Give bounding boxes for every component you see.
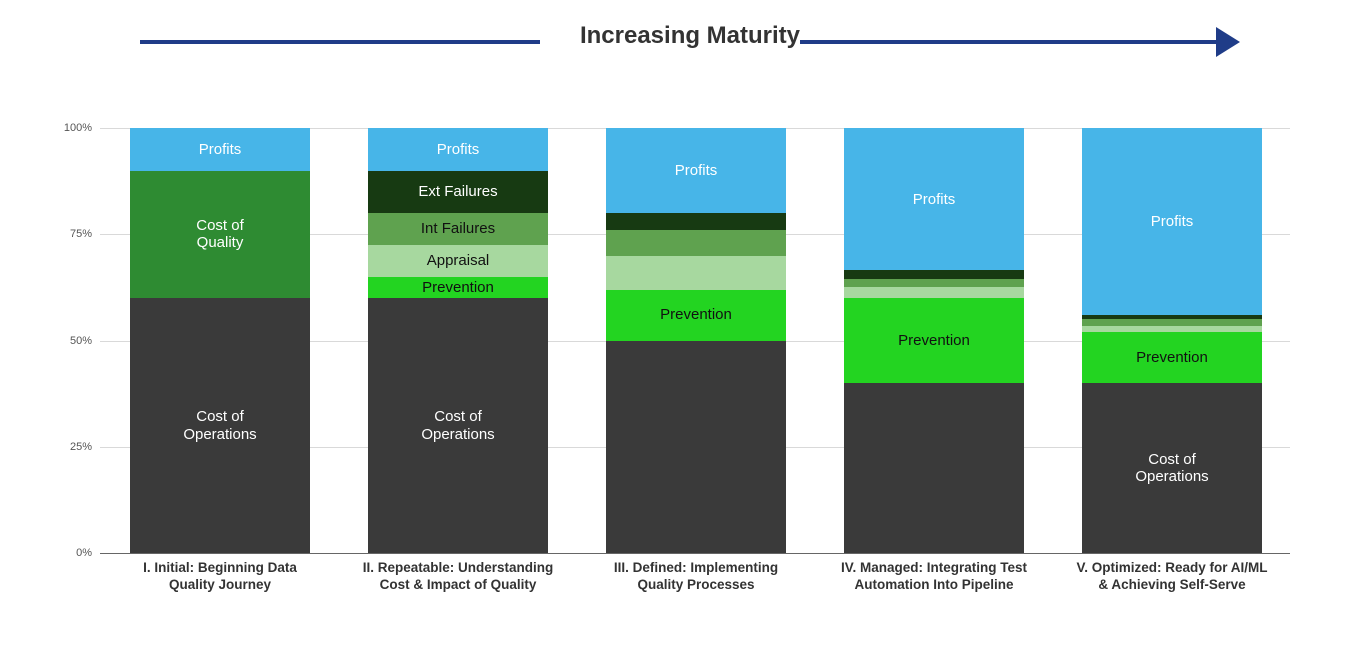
bar-managed: Prevention Profits	[844, 128, 1024, 553]
plot-area: Cost of Operations Cost of Quality Profits…	[100, 128, 1290, 553]
segment-label: Appraisal	[423, 252, 494, 269]
bar-initial: Cost of Operations Cost of Quality Profits	[130, 128, 310, 553]
segment-ops: Cost of Operations	[368, 298, 548, 553]
bar-stack: Cost of Operations Cost of Quality Profits	[130, 128, 310, 553]
segment-profits: Profits	[1082, 128, 1262, 315]
segment-label: Prevention	[656, 306, 736, 323]
segment-int_fail	[844, 279, 1024, 288]
maturity-header-title: Increasing Maturity	[140, 22, 1240, 50]
segment-int_fail	[606, 230, 786, 256]
bar-stack: Cost of Operations Prevention Appraisal Int…	[368, 128, 548, 553]
segment-profits: Profits	[606, 128, 786, 213]
segment-prevention: Prevention	[368, 277, 548, 298]
segment-label: Cost of Operations	[1131, 451, 1212, 486]
segment-ops: Cost of Operations	[1082, 383, 1262, 553]
ytick-label: 50%	[52, 335, 92, 347]
segment-profits: Profits	[368, 128, 548, 171]
bar-defined: Prevention Profits	[606, 128, 786, 553]
x-axis-baseline	[100, 553, 1290, 554]
segment-appraisal	[1082, 326, 1262, 332]
segment-ext_fail	[1082, 315, 1262, 319]
ytick-label: 75%	[52, 228, 92, 240]
segment-prevention: Prevention	[1082, 332, 1262, 383]
chart-container: Increasing Maturity Cost of OperationsCo…	[0, 0, 1360, 653]
segment-ext_fail	[606, 213, 786, 230]
bar-repeatable: Cost of Operations Prevention Appraisal Int…	[368, 128, 548, 553]
segment-label: Prevention	[1132, 349, 1212, 366]
segment-int_fail: Int Failures	[368, 213, 548, 245]
bar-stack: Prevention Profits	[606, 128, 786, 553]
segment-quality: Cost of Quality	[130, 171, 310, 299]
x-label-optimized: V. Optimized: Ready for AI/ML & Achievin…	[1053, 560, 1291, 594]
segment-profits: Profits	[130, 128, 310, 171]
segment-ext_fail	[844, 270, 1024, 279]
segment-label: Profits	[433, 141, 484, 158]
segment-int_fail	[1082, 319, 1262, 325]
ytick-label: 100%	[52, 122, 92, 134]
bar-optimized: Cost of Operations Prevention Profits	[1082, 128, 1262, 553]
ytick-label: 0%	[52, 547, 92, 559]
segment-ext_fail: Ext Failures	[368, 171, 548, 214]
segment-label: Cost of Quality	[192, 217, 248, 252]
bar-stack: Cost of Operations Prevention Profits	[1082, 128, 1262, 553]
segment-prevention: Prevention	[606, 290, 786, 341]
bar-stack: Prevention Profits	[844, 128, 1024, 553]
segment-label: Ext Failures	[414, 183, 501, 200]
segment-ops	[844, 383, 1024, 553]
segment-label: Profits	[671, 162, 722, 179]
x-label-repeatable: II. Repeatable: Understanding Cost & Imp…	[339, 560, 577, 594]
segment-ops: Cost of Operations	[130, 298, 310, 553]
segment-prevention: Prevention	[844, 298, 1024, 383]
arrow-line-right	[800, 40, 1216, 44]
arrow-head-icon	[1216, 27, 1240, 57]
segment-label: Prevention	[894, 332, 974, 349]
segment-ops	[606, 341, 786, 554]
stacked-bar-chart: Cost of Operations Cost of Quality Profits…	[100, 128, 1290, 553]
x-label-defined: III. Defined: Implementing Quality Proce…	[577, 560, 815, 594]
segment-appraisal	[606, 256, 786, 290]
bars-group: Cost of Operations Cost of Quality Profits…	[100, 128, 1290, 553]
segment-label: Profits	[1147, 213, 1198, 230]
segment-label: Int Failures	[417, 220, 499, 237]
x-label-initial: I. Initial: Beginning Data Quality Journ…	[101, 560, 339, 594]
segment-label: Prevention	[418, 279, 498, 296]
segment-appraisal	[844, 287, 1024, 298]
segment-appraisal: Appraisal	[368, 245, 548, 277]
ytick-label: 25%	[52, 441, 92, 453]
x-label-managed: IV. Managed: Integrating Test Automation…	[815, 560, 1053, 594]
segment-profits: Profits	[844, 128, 1024, 270]
segment-label: Cost of Operations	[179, 408, 260, 443]
segment-label: Cost of Operations	[417, 408, 498, 443]
segment-label: Profits	[909, 191, 960, 208]
maturity-header: Increasing Maturity	[140, 22, 1240, 62]
segment-label: Profits	[195, 141, 246, 158]
